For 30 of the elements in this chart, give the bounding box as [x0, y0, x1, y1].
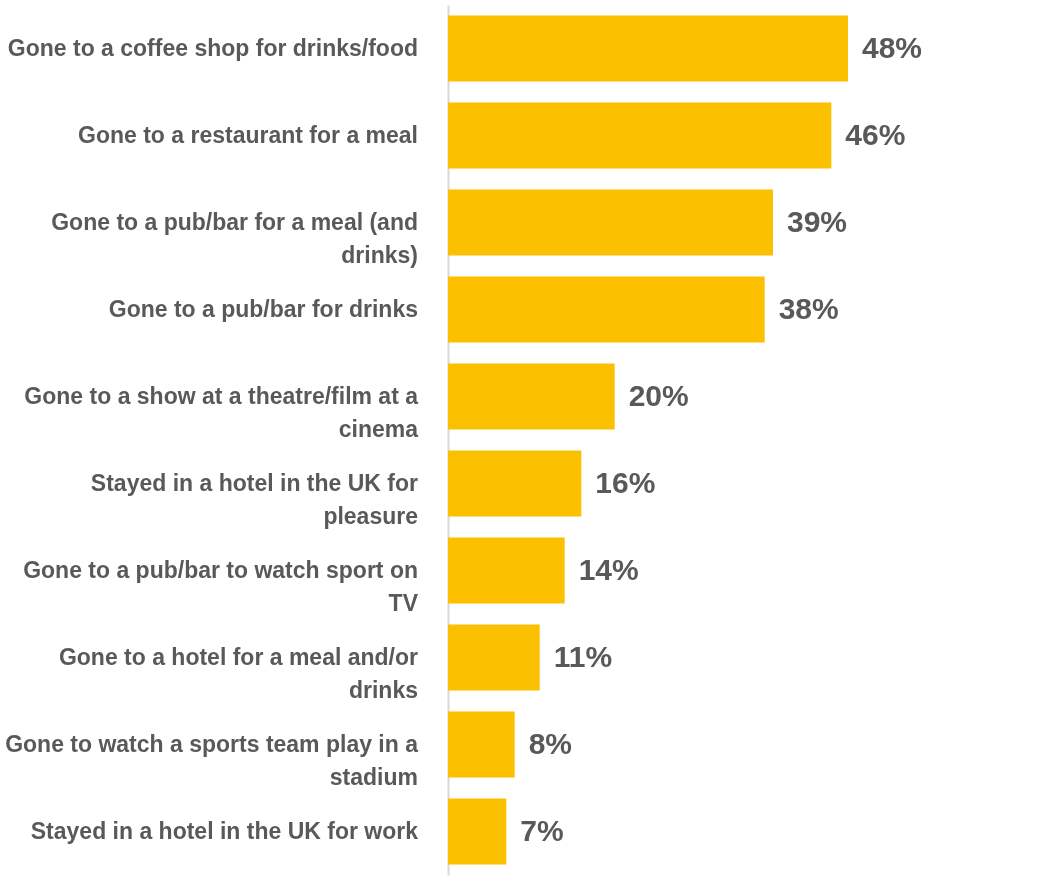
bar: [448, 624, 540, 691]
y-tick-label: Gone to a restaurant for a meal: [78, 121, 418, 148]
data-label: 7%: [520, 813, 564, 847]
bar: [448, 276, 765, 343]
data-label: 8%: [528, 726, 573, 760]
y-tick-label: Stayed in a hotel in the UK for work: [30, 817, 419, 844]
y-tick-label: Gone to a coffee shop for drinks/food: [7, 34, 418, 61]
data-label: 48%: [862, 30, 923, 64]
data-label: 38%: [778, 291, 839, 325]
bar: [448, 798, 507, 865]
bar: [448, 363, 615, 430]
y-tick-label: Gone to a hotel for a meal and/or drinks: [58, 643, 419, 703]
bar: [448, 711, 515, 778]
y-tick-label: Stayed in a hotel in the UK for pleasure: [90, 469, 419, 529]
y-tick-label: Gone to a pub/bar for drinks: [108, 295, 418, 322]
y-tick-label: Gone to a pub/bar for a meal (and drinks): [51, 208, 418, 268]
data-label: 14%: [578, 552, 639, 586]
y-tick-label: Gone to watch a sports team play in a stadium: [5, 730, 419, 790]
data-label: 46%: [845, 117, 906, 151]
data-label: 11%: [553, 639, 613, 673]
bar: [448, 450, 582, 517]
y-tick-label: Gone to a show at a theatre/film at a cinema: [24, 382, 419, 442]
bar: [448, 189, 773, 256]
data-label: 16%: [595, 465, 656, 499]
data-label: 39%: [787, 204, 848, 238]
bar: [448, 537, 565, 604]
y-tick-label: Gone to a pub/bar to watch sport on TV: [23, 556, 419, 616]
bar: [448, 15, 848, 82]
data-label: 20%: [628, 378, 689, 412]
bar: [448, 102, 832, 169]
